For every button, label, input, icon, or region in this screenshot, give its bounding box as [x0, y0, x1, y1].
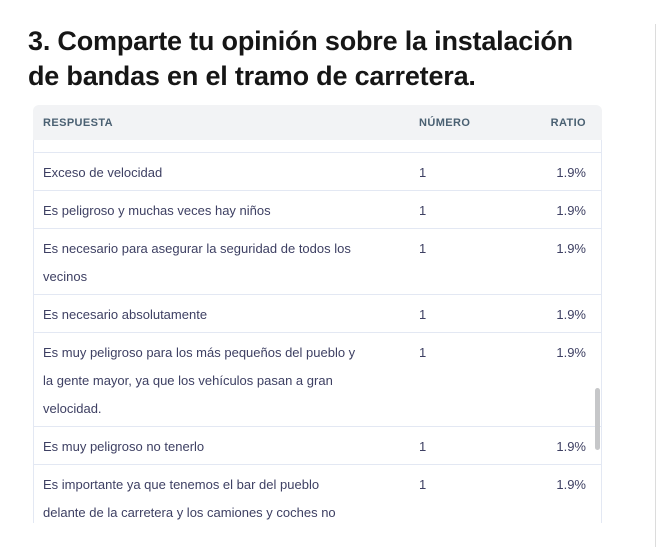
column-header-ratio: RATIO: [550, 116, 586, 129]
panel-divider: [655, 24, 656, 547]
cell-respuesta: Es necesario absolutamente: [43, 307, 208, 322]
table-row-partial: [34, 140, 601, 153]
cell-respuesta: Es necesario para asegurar la seguridad …: [43, 241, 351, 284]
column-header-respuesta: RESPUESTA: [43, 116, 114, 129]
cell-ratio: 1.9%: [556, 477, 586, 492]
table-row: Es muy peligroso para los más pequeños d…: [34, 333, 601, 427]
cell-respuesta: Exceso de velocidad: [43, 165, 163, 180]
table-header: RESPUESTA NÚMERO RATIO: [33, 105, 602, 140]
cell-numero: 1: [419, 241, 427, 256]
table-row: Exceso de velocidad 1 1.9%: [34, 153, 601, 191]
cell-ratio: 1.9%: [556, 345, 586, 360]
results-page: 3. Comparte tu opinión sobre la instalac…: [0, 24, 661, 547]
table-row: Es peligroso y muchas veces hay niños 1 …: [34, 191, 601, 229]
cell-respuesta: Es peligroso y muchas veces hay niños: [43, 203, 271, 218]
cell-numero: 1: [419, 477, 427, 492]
cell-numero: 1: [419, 439, 427, 454]
table-row: Es necesario absolutamente 1 1.9%: [34, 295, 601, 333]
cell-ratio: 1.9%: [556, 439, 586, 454]
table-row: Es necesario para asegurar la seguridad …: [34, 229, 601, 295]
cell-ratio: 1.9%: [556, 165, 586, 180]
table-row: Es importante ya que tenemos el bar del …: [34, 465, 601, 523]
cell-ratio: 1.9%: [556, 307, 586, 322]
cell-numero: 1: [419, 203, 427, 218]
cell-respuesta: Es importante ya que tenemos el bar del …: [43, 477, 336, 520]
table-row: Es muy peligroso no tenerlo 1 1.9%: [34, 427, 601, 465]
cell-numero: 1: [419, 307, 427, 322]
column-header-numero: NÚMERO: [419, 116, 471, 129]
cell-respuesta: Es muy peligroso no tenerlo: [43, 439, 205, 454]
cell-ratio: 1.9%: [556, 203, 586, 218]
vertical-scrollbar-thumb[interactable]: [595, 388, 600, 450]
cell-respuesta: Es muy peligroso para los más pequeños d…: [43, 345, 356, 416]
responses-table: RESPUESTA NÚMERO RATIO Exceso de velocid…: [33, 105, 602, 523]
question-title: 3. Comparte tu opinión sobre la instalac…: [28, 26, 573, 91]
table-body-scroll-area[interactable]: Exceso de velocidad 1 1.9% Es peligroso …: [33, 140, 602, 523]
cell-numero: 1: [419, 345, 427, 360]
cell-ratio: 1.9%: [556, 241, 586, 256]
cell-numero: 1: [419, 165, 427, 180]
